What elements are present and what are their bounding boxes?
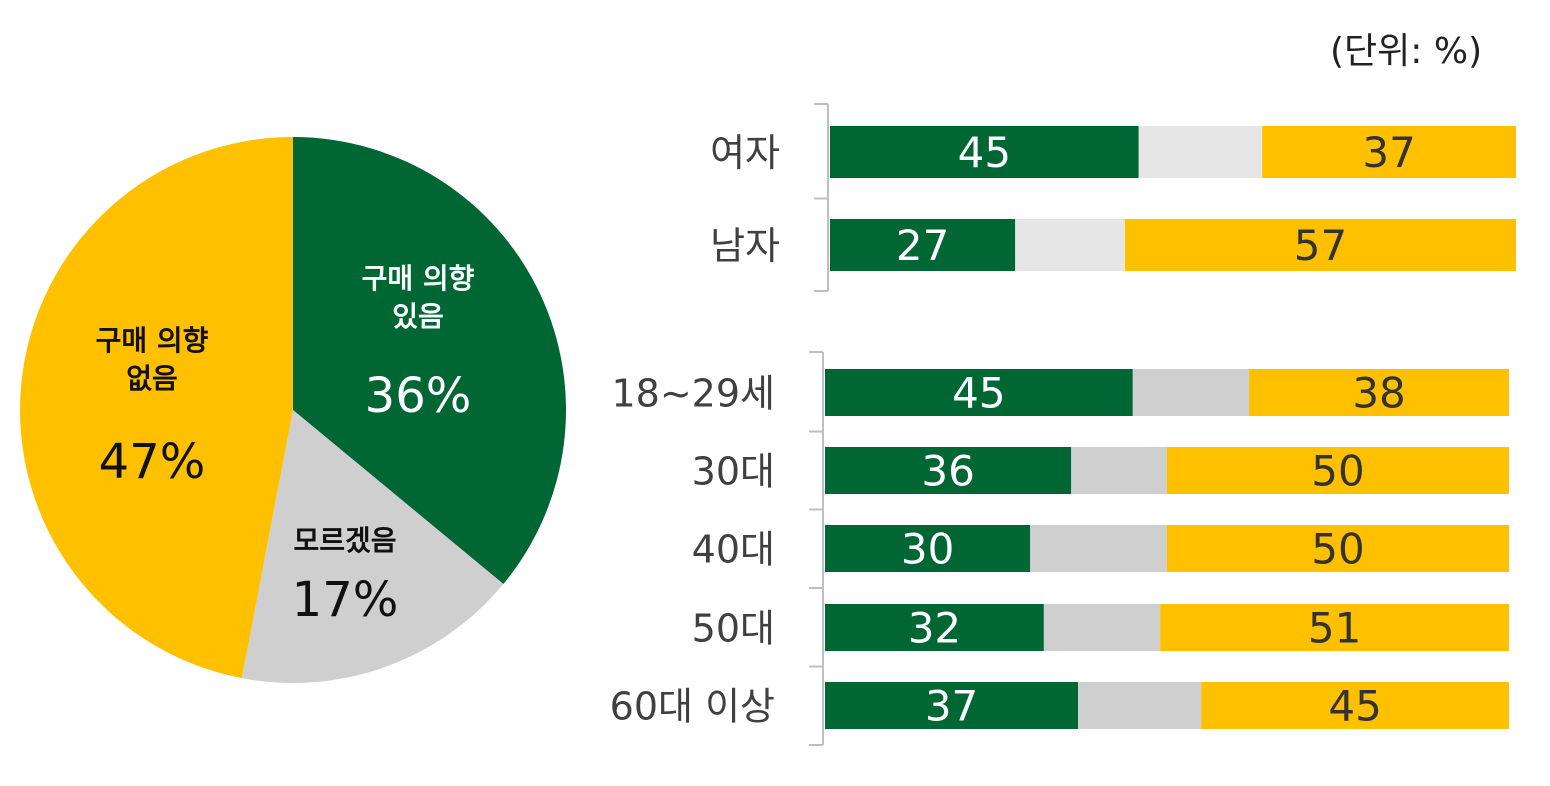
bar-value-label: 50 [1311, 447, 1364, 496]
pie-slice-label: 모르겠음 [293, 524, 396, 557]
bar-segment [830, 126, 1139, 178]
pie-value-label: 47% [99, 434, 206, 490]
bar-segment [825, 447, 1072, 494]
bar-value-label: 38 [1352, 369, 1405, 418]
bar-segment [1071, 447, 1167, 494]
bar-value-label: 32 [908, 604, 961, 653]
bar-segment [1167, 447, 1509, 494]
bar-segment [1201, 682, 1509, 729]
bar-segment [1015, 219, 1125, 271]
bar-segment [1043, 604, 1161, 651]
bar-value-label: 45 [952, 369, 1005, 418]
bar-value-label: 30 [901, 525, 954, 574]
pie-slice [19, 137, 293, 679]
bar-value-label: 27 [896, 221, 949, 270]
pie-slice-label: 없음 [126, 362, 178, 395]
bar-segment [825, 604, 1044, 651]
category-label: 18~29세 [611, 372, 775, 416]
bar-value-label: 45 [958, 128, 1011, 177]
bar-segment [1132, 369, 1250, 416]
bar-segment [825, 369, 1133, 416]
stacked-bar-chart: 여자 45 37 남자 27 57 18~29세 45 38 30대 36 50 40대 30 50 50대 3… [610, 103, 1516, 746]
bar-segment [825, 682, 1079, 729]
pie-slice [241, 410, 504, 683]
bar-segment [1078, 682, 1202, 729]
category-label: 여자 [710, 131, 780, 175]
bar-value-label: 51 [1308, 604, 1361, 653]
bar-value-label: 36 [921, 447, 974, 496]
bar-segment [1124, 219, 1516, 271]
pie-slice-label: 구매 의향 [362, 262, 475, 295]
bar-segment [830, 219, 1016, 271]
bar-segment [1167, 525, 1509, 572]
category-label: 50대 [692, 607, 775, 651]
pie-slice-label: 구매 의향 [96, 324, 209, 357]
category-label: 남자 [710, 224, 780, 268]
bar-segment [825, 525, 1031, 572]
pie-value-label: 36% [365, 368, 472, 424]
category-label: 30대 [692, 450, 775, 494]
category-label: 60대 이상 [610, 685, 775, 729]
pie-value-label: 17% [292, 572, 399, 628]
pie-slice [293, 137, 566, 585]
bar-segment [1262, 126, 1516, 178]
bar-value-label: 45 [1328, 682, 1381, 731]
bar-value-label: 50 [1311, 525, 1364, 574]
bar-value-label: 37 [1362, 128, 1415, 177]
pie-slice-label: 있음 [392, 300, 444, 333]
category-label: 40대 [692, 528, 775, 572]
bar-value-label: 37 [925, 682, 978, 731]
bar-segment [1249, 369, 1509, 416]
bar-segment [1030, 525, 1167, 572]
bar-segment [1138, 126, 1263, 178]
bar-value-label: 57 [1294, 221, 1347, 270]
bar-segment [1160, 604, 1509, 651]
unit-label: (단위: %) [1330, 31, 1483, 72]
